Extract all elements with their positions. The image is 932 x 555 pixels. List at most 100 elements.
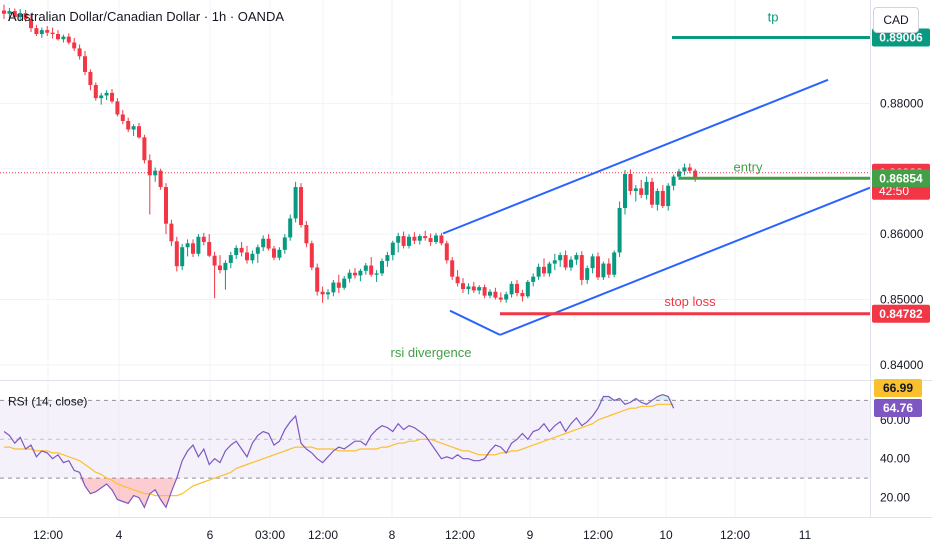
candle-body — [331, 282, 336, 293]
rsi-oversold-fill — [4, 478, 674, 508]
candle-body — [563, 255, 568, 268]
candle-body — [542, 266, 546, 274]
time-tick-label: 9 — [527, 528, 534, 542]
candle-body — [72, 42, 77, 49]
price-tick-label: 0.88000 — [880, 96, 924, 110]
candle-body — [471, 286, 476, 291]
candle-body — [579, 255, 584, 280]
candle-body — [299, 187, 303, 225]
candle-body — [412, 236, 417, 241]
grid — [0, 0, 870, 517]
candle-body — [466, 286, 471, 290]
candle-body — [498, 297, 503, 300]
rsi-divergence-annotation: rsi divergence — [391, 345, 472, 360]
candle-body — [385, 255, 390, 261]
rsi-value: 64.76 — [883, 401, 913, 415]
time-tick-label: 12:00 — [445, 528, 475, 542]
candle-body — [196, 236, 201, 254]
candle-body — [158, 170, 163, 188]
candle-body — [693, 170, 698, 178]
candles — [2, 4, 698, 303]
candle-body — [234, 247, 239, 256]
candle-body — [191, 243, 195, 254]
entry-label: entry — [734, 159, 763, 174]
candle-body — [509, 283, 514, 295]
candle-body — [29, 18, 33, 29]
axes: 0.880000.870000.860000.850000.840000.890… — [0, 0, 932, 542]
candle-body — [423, 236, 428, 239]
candle-body — [461, 283, 465, 290]
candle-body — [536, 266, 541, 277]
candle-body — [201, 236, 206, 242]
candle-body — [606, 263, 611, 275]
drawings: tp entry stop loss rsi divergence — [0, 10, 871, 360]
price-label-stop: 0.84782 — [879, 307, 923, 321]
candle-body — [682, 167, 687, 172]
candle-body — [153, 170, 158, 176]
candle-body — [401, 236, 406, 246]
rsi-line — [3, 393, 675, 509]
candle-body — [77, 48, 82, 57]
rsi-pane: RSI (14, close) — [3, 393, 675, 509]
candle-body — [650, 181, 654, 205]
time-tick-label: 8 — [389, 528, 396, 542]
candle-body — [137, 126, 141, 138]
candle-body — [88, 71, 93, 86]
candle-body — [353, 272, 357, 276]
candle-body — [315, 267, 320, 292]
candle-body — [358, 270, 363, 276]
candle-body — [493, 291, 498, 298]
candle-body — [293, 187, 298, 219]
candle-body — [677, 171, 681, 177]
rsi-ma-value: 66.99 — [883, 381, 913, 395]
candle-body — [596, 256, 600, 278]
candle-body — [380, 260, 384, 274]
candle-body — [396, 236, 401, 243]
stop-loss-label: stop loss — [664, 294, 716, 309]
candle-body — [56, 34, 60, 40]
candle-body — [336, 282, 341, 288]
tp-label: tp — [768, 10, 779, 25]
candle-body — [623, 173, 627, 208]
candle-body — [272, 248, 276, 258]
candle-body — [110, 92, 114, 102]
candle-body — [552, 260, 557, 264]
candle-body — [439, 235, 444, 244]
candle-body — [574, 255, 579, 260]
candle-body — [309, 243, 314, 268]
price-tick-label: 0.86000 — [880, 227, 924, 241]
candle-body — [417, 236, 422, 241]
candle-body — [504, 294, 509, 300]
candle-body — [633, 188, 638, 191]
candle-body — [515, 283, 519, 294]
candle-body — [482, 287, 487, 296]
candle-body — [520, 293, 525, 297]
candle-body — [61, 36, 66, 40]
candle-body — [369, 265, 374, 275]
candle-body — [169, 223, 174, 242]
candle-body — [282, 237, 287, 250]
candle-body — [120, 114, 125, 121]
candle-body — [434, 235, 438, 242]
candle-body — [488, 291, 492, 296]
rsi-ma-line — [4, 403, 674, 497]
price-label-tp: 0.89006 — [879, 31, 923, 45]
time-tick-label: 10 — [659, 528, 673, 542]
candle-body — [104, 92, 109, 96]
rsi-title: RSI (14, close) — [8, 394, 87, 408]
symbol-title: Australian Dollar/Canadian Dollar · 1h ·… — [8, 9, 285, 24]
rsi-background — [0, 399, 870, 479]
candle-body — [185, 243, 190, 248]
candle-body — [239, 247, 244, 253]
candle-body — [212, 255, 217, 266]
candle-body — [39, 30, 44, 35]
rsi-band-fill — [0, 400, 870, 479]
candle-body — [115, 101, 120, 115]
candle-body — [34, 28, 39, 35]
candle-body — [628, 173, 633, 191]
candle-body — [250, 253, 255, 261]
currency-button[interactable]: CAD — [873, 7, 919, 33]
candle-body — [12, 11, 17, 18]
